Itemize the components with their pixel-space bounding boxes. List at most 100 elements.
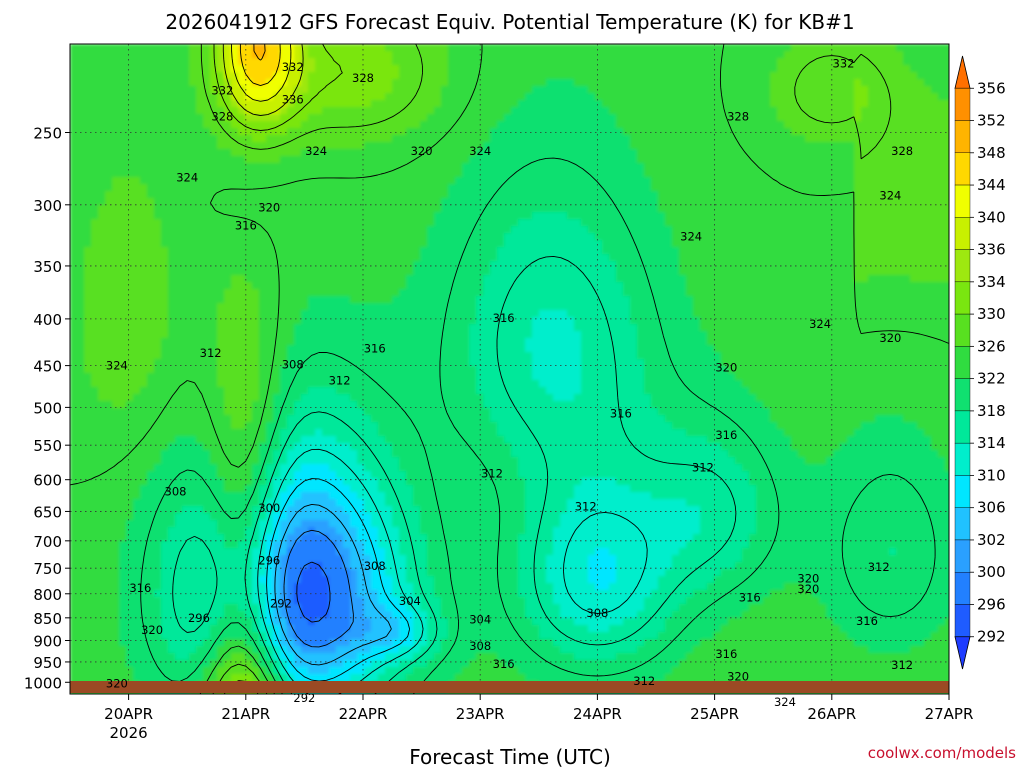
colorbar-segment	[954, 442, 971, 476]
contour-label: 296	[188, 611, 210, 625]
contour-label: 296	[258, 554, 280, 568]
contour-label: 292	[270, 597, 292, 611]
colorbar-tick-label: 352	[977, 112, 1006, 130]
contour-label: 320	[797, 572, 819, 586]
colorbar-segment	[954, 572, 971, 605]
contour-label: 316	[739, 591, 761, 605]
y-tick-label: 250	[33, 124, 62, 142]
colorbar-tick-label: 326	[977, 337, 1006, 355]
contour-label: 316	[856, 614, 878, 628]
x-tick-label: 20APR	[104, 705, 153, 723]
contour-line	[172, 255, 737, 694]
y-tick-label: 750	[33, 560, 62, 578]
contour-line	[274, 503, 392, 666]
contour-label: 312	[692, 461, 714, 475]
contour-line	[253, 44, 266, 61]
colorbar-tick-label: 348	[977, 144, 1006, 162]
y-tick-label: 1000	[24, 674, 62, 692]
colorbar-segment	[954, 378, 971, 412]
colorbar-segment	[954, 313, 971, 347]
colorbar-tick-label: 318	[977, 402, 1006, 420]
contour-label: 332	[833, 56, 855, 70]
contour-label: 308	[282, 358, 304, 372]
y-tick-label: 500	[33, 399, 62, 417]
contour-label: 312	[633, 674, 655, 688]
colorbar-arrow-top	[954, 55, 971, 89]
y-tick-label: 300	[33, 197, 62, 215]
contour-label: 324	[305, 144, 327, 158]
contour-label: 304	[399, 594, 421, 608]
y-tick-label: 800	[33, 586, 62, 604]
y-tick-label: 450	[33, 358, 62, 376]
contour-label: 324	[879, 188, 901, 202]
y-tick-label: 900	[33, 632, 62, 650]
colorbar-segment	[954, 281, 971, 315]
contour-label: 332	[211, 84, 233, 98]
contour-line	[200, 44, 892, 694]
colorbar: 356 352 348 344 340 336 334 330 326 322 318 314 310 3…	[954, 55, 1006, 670]
contour-label: 320	[258, 200, 280, 214]
colorbar-tick-label: 322	[977, 370, 1006, 388]
colorbar-segment	[954, 604, 971, 637]
y-tick-label: 550	[33, 437, 62, 455]
contour-line	[266, 478, 411, 682]
contour-label: 324	[469, 144, 491, 158]
contour-label: 320	[106, 676, 128, 690]
x-tick-label: 26APR	[807, 705, 856, 723]
contour-label: 304	[469, 613, 491, 627]
credit-link[interactable]: coolwx.com/models	[868, 744, 1016, 762]
contour-label: 320	[411, 144, 433, 158]
contour-label: 312	[891, 658, 913, 672]
colorbar-tick-label: 334	[977, 273, 1006, 291]
plot-frame	[69, 43, 950, 695]
colorbar-segment	[954, 120, 971, 153]
contour-label: 320	[727, 669, 749, 683]
contour-label: 336	[282, 92, 304, 106]
y-tick-label: 950	[33, 654, 62, 672]
contour-label: 328	[891, 144, 913, 158]
x-tick-label: 21APR	[221, 705, 270, 723]
colorbar-tick-label: 336	[977, 241, 1006, 259]
contour-label: 312	[200, 346, 222, 360]
colorbar-segment	[954, 507, 971, 541]
colorbar-segment	[954, 249, 971, 283]
x-tick-label: 24APR	[573, 705, 622, 723]
contour-label: 320	[141, 623, 163, 637]
contour-label: 316	[364, 341, 386, 355]
y-tick-label: 850	[33, 610, 62, 628]
contour-label: 332	[282, 60, 304, 74]
colorbar-segment	[954, 184, 971, 218]
x-tick-label: 27APR	[925, 705, 974, 723]
x-tick-sublabel: 2026	[110, 724, 148, 742]
contour-label: 316	[610, 407, 632, 421]
colorbar-tick-label: 356	[977, 79, 1006, 97]
contour-label: 316	[715, 428, 737, 442]
contour-line	[140, 157, 936, 694]
contour-label: 308	[469, 639, 491, 653]
colorbar-tick-label: 310	[977, 466, 1006, 484]
colorbar-segment	[954, 346, 971, 379]
contour-label: 328	[352, 71, 374, 85]
colorbar-tick-label: 344	[977, 176, 1006, 194]
contour-line	[222, 44, 304, 116]
contour-line	[239, 44, 281, 87]
y-tick-label: 350	[33, 258, 62, 276]
contour-label: 316	[715, 647, 737, 661]
colorbar-segment	[954, 410, 971, 444]
contour-label: 312	[868, 560, 890, 574]
contour-label: 324	[176, 170, 198, 184]
y-tick-label: 700	[33, 533, 62, 551]
y-tick-label: 600	[33, 472, 62, 490]
colorbar-segment	[954, 475, 971, 508]
contour-label: 324	[680, 230, 702, 244]
contour-label: 312	[575, 500, 597, 514]
x-tick-label: 22APR	[339, 705, 388, 723]
ground-surface	[70, 681, 949, 693]
contour-label: 320	[797, 582, 819, 596]
contour-label: 308	[586, 606, 608, 620]
colorbar-tick-label: 292	[977, 628, 1006, 646]
contour-label: 320	[879, 331, 901, 345]
contour-label: 316	[235, 218, 257, 232]
